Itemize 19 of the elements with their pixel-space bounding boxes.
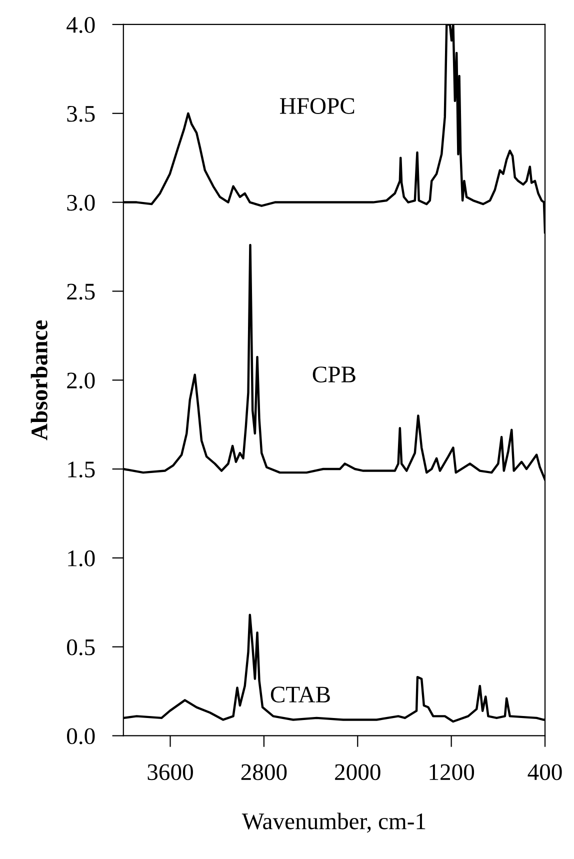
y-tick-label: 1.0: [68, 550, 95, 566]
x-axis-title: Wavenumber, cm-1: [242, 812, 426, 833]
series-label: CTAB: [270, 686, 330, 703]
y-tick-label: 0.5: [67, 639, 95, 656]
x-tick-label: 400: [528, 764, 562, 780]
text: HFOPC: [280, 98, 354, 114]
y-axis-title: Absorbance: [30, 320, 48, 440]
y-tick-label: 2.0: [67, 372, 95, 389]
y-tick-label: 3.0: [67, 194, 95, 211]
x-tick-label: 1200: [430, 764, 474, 780]
y-tick-label: 2.5: [67, 284, 95, 300]
x-tick-label: 2800: [241, 764, 287, 780]
x-tick-label: 3600: [148, 764, 193, 780]
text: CPB: [312, 366, 356, 382]
y-tick-label: 1.5: [68, 462, 95, 478]
y-tick-label: 4.0: [66, 16, 95, 34]
y-tick-label: 3.5: [67, 106, 95, 122]
x-tick-label: 2000: [335, 764, 380, 780]
y-tick-label: 0.0: [67, 728, 95, 744]
